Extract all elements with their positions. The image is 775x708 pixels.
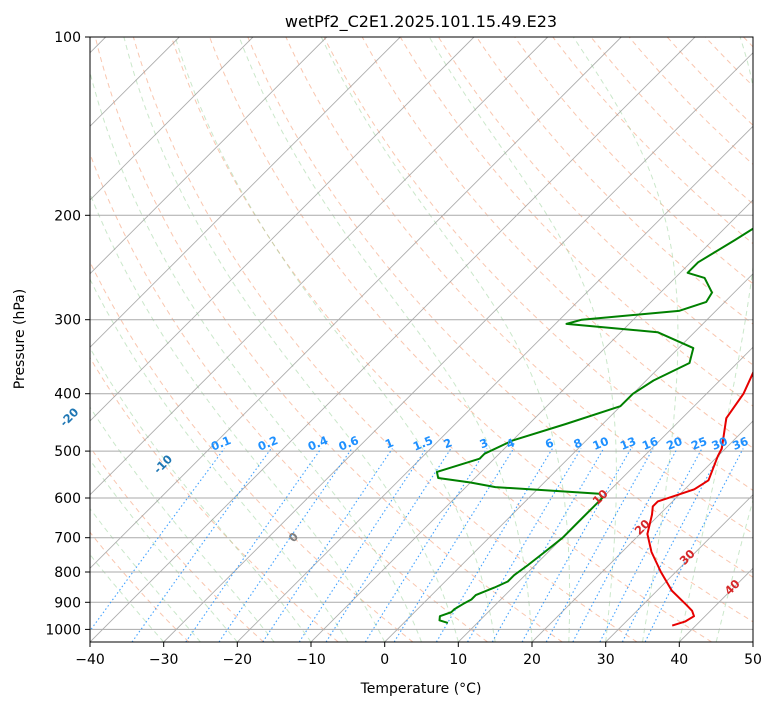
dry-adiabat-line: [94, 37, 563, 642]
moist-adiabat-line: [90, 192, 386, 642]
mixing-ratio-line: [393, 448, 515, 642]
axis-ticks: −40 −30 −20 −10 0 10 20 30 40 50 100 200 300 400 500 60…: [45, 30, 762, 668]
dry-adiabat-line: [247, 37, 753, 578]
mixing-ratio-label: 25: [689, 434, 709, 453]
moist-adiabat-line: [90, 553, 165, 642]
x-tick-label: 50: [744, 652, 762, 668]
x-axis-label: Temperature (°C): [360, 681, 482, 697]
x-tick-label: −10: [296, 652, 326, 668]
background-lines: [90, 37, 753, 642]
isotherm-line: [236, 125, 753, 642]
isotherm-line: [90, 37, 622, 569]
isotherm-line: [531, 420, 753, 642]
x-tick-label: −40: [75, 652, 105, 668]
isotherm-line: [90, 37, 254, 201]
moist-adiabat-line: [90, 459, 238, 642]
dry-adiabat-line: [399, 37, 753, 407]
x-tick-label: −20: [223, 652, 253, 668]
y-tick-label: 900: [54, 595, 81, 611]
mixing-ratio-line: [325, 448, 452, 642]
dry-adiabat-line: [90, 356, 339, 642]
dry-adiabat-line: [209, 37, 753, 623]
x-tick-label: −30: [149, 652, 179, 668]
x-tick-label: 0: [380, 652, 389, 668]
mixing-ratio-label: 36: [730, 434, 750, 453]
y-tick-label: 300: [54, 313, 81, 329]
y-tick-label: 600: [54, 491, 81, 507]
dry-adiabat-line: [90, 152, 488, 642]
dry-adiabat-line: [90, 446, 264, 642]
mixing-ratio-line: [90, 448, 225, 632]
dry-adiabat-line: [90, 531, 190, 642]
isotherm-line: [90, 37, 549, 496]
y-tick-label: 1000: [45, 622, 81, 638]
dewpoint-line: [435, 227, 753, 624]
plot-frame: [89, 36, 754, 643]
mixing-ratio-line: [644, 448, 744, 642]
isotherm-line: [90, 37, 475, 422]
mixing-ratio-label: 30: [709, 434, 729, 453]
moist-adiabat-line: [90, 507, 201, 642]
temperature-line: [646, 370, 753, 627]
isotherm-line: [90, 37, 696, 642]
moist-adiabat-line: [90, 278, 349, 642]
mixing-ratio-label: 20: [664, 434, 684, 453]
isotherm-line: [90, 37, 401, 348]
y-tick-label: 200: [54, 208, 81, 224]
y-tick-label: 100: [54, 30, 81, 46]
moist-adiabat-line: [123, 37, 459, 642]
dry-adiabat-line: [132, 37, 638, 642]
moist-adiabat-line: [320, 37, 571, 642]
isotherm-line: [163, 52, 753, 642]
moist-adiabat-line: [90, 70, 422, 642]
moist-adiabat-line: [174, 37, 496, 642]
mixing-ratio-line: [467, 448, 582, 642]
mixing-ratio-line: [621, 448, 723, 642]
mixing-ratio-line: [185, 448, 322, 642]
y-tick-label: 500: [54, 444, 81, 460]
mixing-ratio-line: [572, 448, 678, 642]
mixing-ratio-line: [218, 448, 353, 642]
mixing-ratio-line: [599, 448, 703, 642]
dry-adiabat-line: [361, 37, 753, 449]
isotherm-line: [605, 494, 753, 642]
x-tick-label: 40: [670, 652, 688, 668]
isotherm-line: [90, 37, 328, 275]
mixing-ratio-line: [262, 448, 393, 642]
chart-title: wetPf2_C2E1.2025.101.15.49.E23: [285, 12, 557, 32]
y-axis-label: Pressure (hPa): [12, 289, 28, 389]
y-tick-label: 400: [54, 387, 81, 403]
x-tick-label: 10: [449, 652, 467, 668]
isotherm-line: [310, 199, 753, 642]
dry-adiabat-line: [514, 37, 753, 285]
moist-adiabat-line: [90, 347, 312, 642]
moist-adiabat-line: [572, 37, 679, 642]
mixing-ratio-line: [131, 448, 272, 642]
moist-adiabat-line: [90, 406, 275, 642]
moist-adiabat-line: [428, 37, 617, 642]
mixing-ratio-line: [298, 448, 427, 642]
mixing-ratio-label: 16: [640, 434, 660, 453]
mixing-ratio-label: 10: [591, 434, 611, 453]
isotherm-line: [384, 273, 753, 642]
mixing-ratio-line: [364, 448, 488, 642]
sounding-series: [435, 227, 753, 627]
x-tick-label: 30: [597, 652, 615, 668]
mixing-ratio-label: 13: [618, 434, 638, 453]
y-tick-label: 800: [54, 565, 81, 581]
x-tick-label: 20: [523, 652, 541, 668]
y-tick-label: 700: [54, 531, 81, 547]
